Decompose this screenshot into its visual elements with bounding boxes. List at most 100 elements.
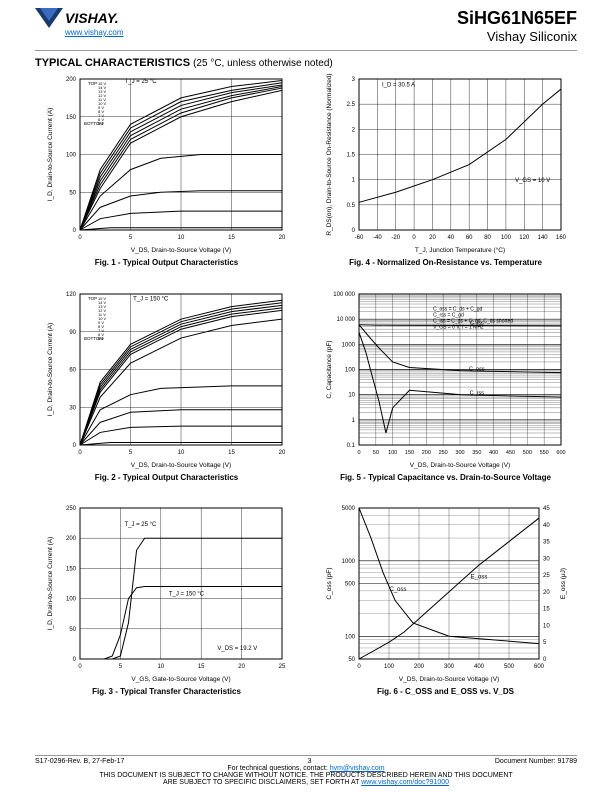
svg-text:0: 0 — [351, 228, 355, 234]
svg-text:80: 80 — [484, 235, 491, 241]
svg-text:250: 250 — [65, 506, 76, 512]
fig6-cell: 0100200300400500600501005001000500005101… — [314, 500, 577, 711]
svg-text:120: 120 — [519, 235, 530, 241]
svg-text:60: 60 — [465, 235, 472, 241]
svg-text:600: 600 — [533, 664, 544, 670]
footer-right: Document Number: 91789 — [495, 758, 577, 765]
svg-text:100: 100 — [65, 597, 76, 603]
fig4-chart: -60-40-2002040608010012014016000.511.522… — [321, 71, 571, 256]
svg-text:10: 10 — [543, 624, 550, 630]
svg-text:1000: 1000 — [341, 559, 355, 565]
svg-text:300: 300 — [443, 664, 454, 670]
svg-text:C_oss: C_oss — [469, 366, 485, 372]
svg-text:45: 45 — [543, 506, 550, 512]
fig2-cell: 051015200306090120V_DS, Drain-to-Source … — [35, 286, 298, 497]
svg-text:C_iss: C_iss — [469, 320, 483, 326]
svg-text:10: 10 — [177, 235, 184, 241]
svg-text:3: 3 — [351, 77, 355, 83]
svg-text:20: 20 — [429, 235, 436, 241]
footer-disc-url[interactable]: www.vishay.com/doc?91000 — [361, 779, 449, 786]
chart-grid: 05101520050100150200V_DS, Drain-to-Sourc… — [0, 71, 612, 711]
svg-text:120: 120 — [65, 292, 76, 298]
svg-text:0: 0 — [78, 235, 82, 241]
svg-text:20: 20 — [543, 590, 550, 596]
svg-text:0: 0 — [543, 657, 547, 663]
svg-text:15: 15 — [543, 607, 550, 613]
svg-text:R_DS(on), Drain-to-Source On-R: R_DS(on), Drain-to-Source On-Resistance … — [326, 73, 333, 235]
svg-text:TOP: TOP — [88, 296, 97, 301]
svg-text:140: 140 — [537, 235, 548, 241]
svg-text:1: 1 — [351, 178, 355, 184]
svg-text:T_J, Junction Temperature (°C): T_J, Junction Temperature (°C) — [414, 246, 504, 254]
svg-text:300: 300 — [455, 450, 464, 456]
svg-text:0.1: 0.1 — [346, 443, 355, 449]
footer: S17-0296-Rev. B, 27-Feb-17 3 Document Nu… — [0, 755, 612, 786]
section-title: TYPICAL CHARACTERISTICS (25 °C, unless o… — [0, 53, 612, 71]
svg-text:60: 60 — [69, 367, 76, 373]
svg-text:100: 100 — [65, 153, 76, 159]
fig4-cell: -60-40-2002040608010012014016000.511.522… — [314, 71, 577, 282]
svg-text:15: 15 — [228, 450, 235, 456]
fig2-chart: 051015200306090120V_DS, Drain-to-Source … — [42, 286, 292, 471]
svg-text:10: 10 — [157, 664, 164, 670]
svg-text:C_rss = C_gd: C_rss = C_gd — [433, 312, 464, 318]
fig5-caption: Fig. 5 - Typical Capacitance vs. Drain-t… — [340, 473, 551, 482]
svg-text:150: 150 — [404, 450, 413, 456]
svg-text:0: 0 — [357, 450, 360, 456]
svg-text:30: 30 — [69, 405, 76, 411]
logo-block: VISHAY. www.vishay.com — [35, 8, 124, 37]
svg-text:V_GS, Gate-to-Source Voltage (: V_GS, Gate-to-Source Voltage (V) — [131, 676, 230, 683]
svg-text:40: 40 — [447, 235, 454, 241]
svg-text:I_D, Drain-to-Source Current (: I_D, Drain-to-Source Current (A) — [47, 322, 54, 416]
svg-text:C_oss = C_ds + C_gd: C_oss = C_ds + C_gd — [433, 306, 482, 312]
svg-text:100: 100 — [500, 235, 511, 241]
svg-text:I_D = 30.5 A: I_D = 30.5 A — [381, 83, 414, 89]
svg-text:V_GS = 10 V: V_GS = 10 V — [515, 178, 550, 184]
svg-text:BOTTOM: BOTTOM — [84, 336, 103, 341]
svg-text:C_rss: C_rss — [469, 390, 484, 396]
svg-text:350: 350 — [472, 450, 481, 456]
product-block: SiHG61N65EF Vishay Siliconix — [457, 8, 577, 44]
svg-text:E_oss: E_oss — [470, 575, 487, 581]
svg-text:150: 150 — [65, 567, 76, 573]
svg-text:TOP: TOP — [88, 81, 97, 86]
fig1-caption: Fig. 1 - Typical Output Characteristics — [95, 258, 238, 267]
svg-text:400: 400 — [489, 450, 498, 456]
svg-text:2.5: 2.5 — [346, 102, 355, 108]
svg-text:100: 100 — [344, 635, 355, 641]
logo-text: VISHAY. — [65, 10, 119, 26]
fig3-caption: Fig. 3 - Typical Transfer Characteristic… — [92, 687, 241, 696]
svg-text:50: 50 — [348, 657, 355, 663]
fig3-cell: 0510152025050100150200250V_GS, Gate-to-S… — [35, 500, 298, 711]
svg-text:0: 0 — [72, 657, 76, 663]
svg-text:5: 5 — [128, 235, 132, 241]
svg-text:250: 250 — [438, 450, 447, 456]
svg-text:T_J = 25 °C: T_J = 25 °C — [124, 522, 157, 528]
svg-text:20: 20 — [278, 450, 285, 456]
svg-text:20: 20 — [238, 664, 245, 670]
fig1-chart: 05101520050100150200V_DS, Drain-to-Sourc… — [42, 71, 292, 256]
svg-text:1000: 1000 — [341, 342, 355, 348]
svg-text:500: 500 — [344, 582, 355, 588]
svg-text:500: 500 — [522, 450, 531, 456]
svg-text:5: 5 — [128, 450, 132, 456]
svg-text:10: 10 — [177, 450, 184, 456]
svg-text:10: 10 — [348, 392, 355, 398]
svg-text:15: 15 — [228, 235, 235, 241]
svg-text:550: 550 — [539, 450, 548, 456]
footer-disc2: ARE SUBJECT TO SPECIFIC DISCLAIMERS, SET… — [163, 779, 359, 786]
fig1-cell: 05101520050100150200V_DS, Drain-to-Sourc… — [35, 71, 298, 282]
svg-text:1: 1 — [351, 417, 355, 423]
svg-text:0: 0 — [72, 443, 76, 449]
svg-text:0: 0 — [78, 450, 82, 456]
footer-tech-email[interactable]: hvm@vishay.com — [330, 765, 385, 772]
svg-text:200: 200 — [421, 450, 430, 456]
svg-text:V_DS, Drain-to-Source Voltage: V_DS, Drain-to-Source Voltage (V) — [130, 247, 230, 254]
footer-disc1: THIS DOCUMENT IS SUBJECT TO CHANGE WITHO… — [35, 772, 577, 779]
svg-text:2: 2 — [351, 127, 355, 133]
svg-text:V_DS, Drain-to-Source Voltage: V_DS, Drain-to-Source Voltage (V) — [398, 676, 498, 683]
svg-text:25: 25 — [543, 573, 550, 579]
vishay-logo: VISHAY. — [35, 8, 124, 28]
logo-url-link[interactable]: www.vishay.com — [65, 28, 124, 37]
footer-left: S17-0296-Rev. B, 27-Feb-17 — [35, 758, 124, 765]
